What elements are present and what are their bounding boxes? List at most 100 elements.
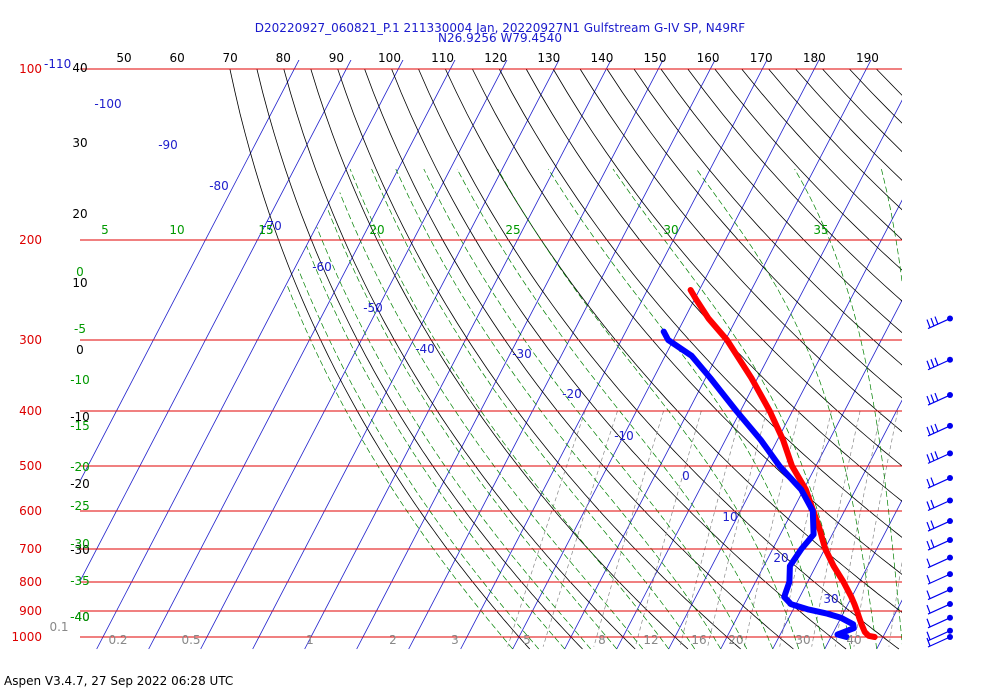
wind-barb-flag bbox=[930, 520, 935, 529]
pressure-tick-label: 800 bbox=[19, 575, 42, 589]
mixing-ratio-label: 30 bbox=[795, 633, 810, 647]
isotherm-line bbox=[929, 56, 1000, 649]
isotherm-label: 20 bbox=[773, 551, 788, 565]
isotherm-line bbox=[96, 60, 404, 650]
dry-adiabat-line bbox=[768, 68, 902, 211]
isotherm-label: -100 bbox=[94, 97, 121, 111]
wind-barb-flag bbox=[934, 423, 939, 433]
moist-adiabat-line bbox=[339, 192, 643, 650]
dry-adiabat-line bbox=[633, 68, 902, 366]
mixing-ratio-label: 1 bbox=[306, 633, 314, 647]
wind-barb-flag bbox=[926, 604, 931, 614]
sounding-traces bbox=[660, 287, 878, 640]
wind-barb-flag bbox=[930, 317, 935, 327]
dry-adiabat-line bbox=[687, 68, 902, 302]
wind-barb-flag bbox=[930, 452, 935, 462]
isotherm-line bbox=[616, 99, 902, 650]
wind-barb-staff bbox=[927, 477, 951, 489]
moist-adiabat-left-label: 0 bbox=[76, 265, 84, 279]
wind-barb-staff bbox=[927, 520, 951, 532]
dry-adiabat-line bbox=[283, 68, 636, 650]
isotherm-line bbox=[668, 199, 902, 650]
wind-barb-flag bbox=[926, 521, 931, 531]
moist-adiabat-left-label: -30 bbox=[70, 537, 90, 551]
top-temperature-tick: 120 bbox=[484, 51, 507, 65]
wind-barb-staff bbox=[927, 425, 951, 437]
moist-adiabat-left-label: -40 bbox=[70, 610, 90, 624]
isotherm-label: -60 bbox=[312, 260, 332, 274]
isotherm-line bbox=[356, 60, 664, 650]
moist-adiabat-line bbox=[794, 168, 902, 645]
left-height-tick: 30 bbox=[72, 136, 87, 150]
moist-adiabat-line bbox=[326, 206, 617, 650]
wind-barb-flag bbox=[930, 359, 935, 368]
isotherm-line bbox=[460, 60, 768, 650]
top-temperature-tick: 70 bbox=[223, 51, 238, 65]
wind-barb-flag bbox=[934, 451, 939, 460]
top-temperature-tick: 60 bbox=[169, 51, 184, 65]
moist-adiabat-line bbox=[395, 168, 722, 650]
isotherm-line bbox=[80, 60, 352, 582]
moist-adiabat-label: 15 bbox=[258, 223, 273, 237]
pressure-tick-label: 600 bbox=[19, 504, 42, 518]
isotherm-line bbox=[720, 299, 902, 650]
wind-barb-flag bbox=[926, 590, 931, 599]
isotherm-line bbox=[564, 60, 872, 650]
wind-barb-staff bbox=[927, 588, 951, 601]
moist-adiabat-left-label: -35 bbox=[70, 574, 90, 588]
mixing-ratio-label: 3 bbox=[451, 633, 459, 647]
left-height-tick: -30 bbox=[70, 543, 90, 557]
mixing-ratio-label: 16 bbox=[691, 633, 706, 647]
wind-barb-flag bbox=[926, 618, 931, 627]
top-temperature-tick: 180 bbox=[803, 51, 826, 65]
isotherm-label: -80 bbox=[209, 179, 229, 193]
moist-adiabat-line bbox=[316, 227, 591, 650]
wind-barbs bbox=[926, 315, 953, 648]
moist-adiabat-left-label: -25 bbox=[70, 499, 90, 513]
moist-adiabat-line bbox=[881, 168, 902, 284]
mixing-ratio-label: 0.1 bbox=[49, 620, 68, 634]
mixing-ratio-label: 0.5 bbox=[181, 633, 200, 647]
moist-adiabat-line bbox=[286, 284, 513, 650]
wind-barb-flag bbox=[930, 477, 935, 486]
top-temperature-tick: 160 bbox=[697, 51, 720, 65]
corner-label: -110 bbox=[44, 57, 71, 71]
moist-adiabat-line bbox=[306, 245, 565, 650]
isotherm-line bbox=[981, 56, 1000, 649]
left-height-tick: -20 bbox=[70, 477, 90, 491]
wind-barb-staff bbox=[927, 573, 951, 585]
wind-barb-flag bbox=[926, 395, 931, 405]
isotherm-line bbox=[408, 60, 716, 650]
pressure-tick-label: 500 bbox=[19, 459, 42, 473]
isotherm-label: 30 bbox=[823, 592, 838, 606]
left-height-tick: -40 bbox=[70, 610, 90, 624]
isotherm-line bbox=[824, 499, 902, 650]
mixing-ratio-label: 0.2 bbox=[108, 633, 127, 647]
isotherm-line bbox=[252, 60, 560, 650]
wind-barb-flag bbox=[926, 558, 931, 567]
left-height-tick: -10 bbox=[70, 410, 90, 424]
mixing-ratio-label: 20 bbox=[728, 633, 743, 647]
wind-barb-staff bbox=[927, 557, 951, 569]
wind-barb-flag bbox=[926, 478, 931, 488]
wind-barb-staff bbox=[927, 359, 951, 371]
wind-barb-flag bbox=[926, 637, 931, 647]
wind-barb-flag bbox=[926, 426, 931, 436]
top-temperature-tick: 100 bbox=[378, 51, 401, 65]
wind-barb-flag bbox=[926, 319, 931, 328]
dry-adiabat-line bbox=[498, 68, 902, 538]
wind-barb-staff bbox=[927, 317, 951, 330]
moist-adiabat-label: 10 bbox=[169, 223, 184, 237]
moist-adiabat-label: 30 bbox=[663, 223, 678, 237]
moist-adiabat-left-label: -20 bbox=[70, 460, 90, 474]
mixing-ratio-label: 40 bbox=[846, 633, 861, 647]
wind-barb-flag bbox=[930, 394, 935, 403]
moist-adiabat-left-label: -5 bbox=[74, 322, 86, 336]
dry-adiabat-line bbox=[849, 68, 902, 124]
mixing-ratio-line bbox=[542, 410, 618, 647]
pressure-tick-label: 200 bbox=[19, 233, 42, 247]
wind-barb-flag bbox=[926, 540, 931, 550]
top-temperature-tick: 130 bbox=[537, 51, 560, 65]
isotherm-label: -10 bbox=[614, 429, 634, 443]
moist-adiabat-line bbox=[297, 268, 539, 650]
